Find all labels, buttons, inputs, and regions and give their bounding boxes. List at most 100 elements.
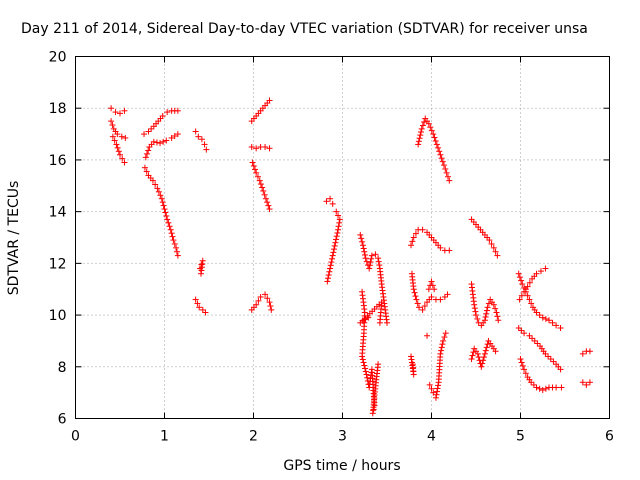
data-point: [441, 293, 448, 300]
data-point: [142, 154, 149, 161]
data-point: [325, 271, 332, 278]
data-point: [358, 235, 365, 242]
data-point: [257, 181, 264, 188]
data-point: [174, 131, 181, 138]
data-point: [361, 251, 368, 258]
data-point: [361, 248, 368, 255]
data-point: [553, 322, 560, 329]
data-point: [526, 279, 533, 286]
data-point: [440, 337, 447, 344]
data-point: [495, 317, 502, 324]
data-point: [524, 283, 531, 290]
x-tick-label: 3: [338, 429, 347, 445]
data-point: [150, 138, 157, 145]
data-point: [362, 365, 369, 372]
data-point: [539, 387, 546, 394]
data-point: [485, 300, 492, 307]
data-point: [521, 330, 528, 337]
data-point: [515, 325, 522, 331]
data-point: [542, 350, 549, 357]
data-point: [550, 358, 557, 365]
data-point: [332, 239, 339, 246]
data-point: [264, 295, 271, 302]
data-point: [202, 309, 209, 316]
data-point: [170, 237, 177, 244]
data-point: [165, 219, 172, 226]
data-point: [428, 127, 435, 134]
data-point: [533, 309, 540, 316]
data-point: [413, 296, 420, 303]
data-point: [494, 252, 501, 259]
data-point: [545, 317, 552, 324]
data-point: [483, 310, 490, 317]
data-point: [112, 109, 119, 116]
data-point: [479, 360, 486, 367]
data-point: [416, 304, 423, 311]
data-point: [326, 268, 333, 275]
data-point: [425, 286, 432, 293]
data-point: [441, 334, 448, 341]
data-point: [518, 327, 525, 334]
data-point: [537, 268, 544, 275]
data-point: [249, 159, 256, 166]
data-point: [428, 278, 435, 285]
data-point: [533, 384, 540, 391]
data-point: [419, 306, 426, 313]
data-point: [425, 120, 432, 127]
y-tick-label: 12: [49, 256, 67, 272]
x-axis-label: GPS time / hours: [283, 458, 400, 474]
data-point: [483, 344, 490, 351]
data-point: [157, 192, 164, 199]
data-point: [268, 306, 275, 313]
x-tick-label: 4: [427, 429, 436, 445]
data-point: [333, 233, 340, 240]
data-point: [253, 169, 260, 176]
data-point: [201, 141, 208, 148]
data-point: [158, 195, 165, 202]
data-point: [440, 162, 447, 169]
data-point: [164, 109, 171, 116]
data-point: [121, 107, 128, 114]
data-point: [118, 133, 125, 140]
data-point: [329, 252, 336, 259]
data-point: [157, 140, 164, 147]
data-point: [376, 262, 383, 269]
data-point: [265, 202, 272, 209]
data-point: [159, 199, 166, 206]
data-point: [434, 385, 441, 392]
data-point: [417, 129, 424, 136]
data-point: [494, 313, 501, 320]
data-point: [251, 166, 258, 173]
data-point: [148, 125, 155, 132]
data-point: [492, 305, 499, 312]
data-point: [335, 226, 342, 233]
data-point: [335, 212, 342, 219]
data-point: [166, 223, 173, 230]
data-point: [364, 374, 371, 381]
data-point: [411, 289, 418, 296]
data-point: [117, 110, 123, 117]
chart-title: Day 211 of 2014, Sidereal Day-to-day VTE…: [21, 21, 588, 37]
data-point: [250, 162, 257, 169]
data-point: [519, 281, 526, 288]
data-point: [429, 282, 436, 289]
data-point: [439, 158, 446, 165]
data-point: [417, 132, 424, 139]
data-point: [330, 249, 337, 256]
data-point: [167, 226, 174, 233]
data-point: [446, 247, 453, 254]
y-tick-label: 8: [58, 360, 67, 376]
data-point: [119, 155, 126, 162]
x-tick-label: 6: [605, 429, 614, 445]
data-point: [359, 242, 366, 249]
data-point: [492, 348, 499, 355]
data-point: [361, 362, 368, 369]
data-point: [365, 314, 372, 321]
data-point: [533, 270, 540, 277]
data-point: [526, 296, 533, 303]
data-point: [264, 199, 271, 206]
data-point: [433, 391, 440, 398]
data-point: [261, 191, 268, 198]
data-point: [558, 384, 565, 391]
